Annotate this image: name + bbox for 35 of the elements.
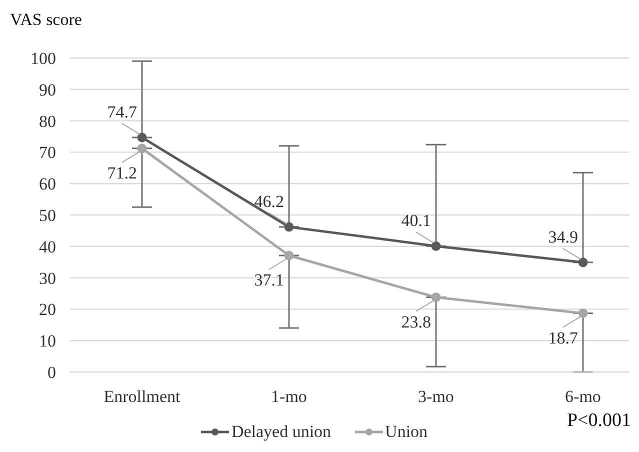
- point: [578, 258, 588, 268]
- legend-label: Union: [385, 422, 428, 442]
- x-tick-label: 3-mo: [418, 387, 454, 406]
- y-tick-label: 50: [39, 206, 56, 226]
- y-tick-label: 80: [39, 112, 56, 131]
- y-tick-label: 90: [39, 80, 56, 100]
- text: P<0.001: [566, 410, 631, 432]
- y-tick-label: 100: [30, 49, 56, 68]
- point: [137, 144, 147, 154]
- data-label: 40.1: [401, 211, 431, 230]
- y-tick-label: 10: [39, 332, 56, 351]
- y-axis-title: VAS score: [10, 10, 82, 30]
- point: [284, 222, 294, 232]
- y-tick-label: 60: [39, 174, 56, 194]
- point: [431, 292, 441, 302]
- data-label: 23.8: [401, 312, 431, 332]
- x-tick-label: 1-mo: [271, 387, 307, 406]
- point: [137, 132, 147, 142]
- x-tick-label: 6-mo: [565, 387, 601, 406]
- y-tick-label: 30: [39, 268, 56, 288]
- data-label: 18.7: [548, 328, 578, 348]
- data-label: 71.2: [107, 163, 137, 182]
- point: [431, 241, 441, 251]
- point: [578, 308, 588, 318]
- y-tick-label: 70: [39, 143, 56, 162]
- data-label: 74.7: [107, 102, 138, 122]
- x-tick-label: Enrollment: [104, 387, 181, 406]
- y-tick-label: 20: [39, 300, 56, 320]
- point: [284, 250, 294, 260]
- legend-label: Delayed union: [231, 422, 332, 442]
- data-label: 34.9: [548, 227, 578, 246]
- data-label: 37.1: [254, 270, 284, 290]
- data-label: 46.2: [254, 192, 284, 211]
- y-tick-label: 40: [39, 237, 56, 256]
- y-tick-label: 0: [48, 363, 56, 382]
